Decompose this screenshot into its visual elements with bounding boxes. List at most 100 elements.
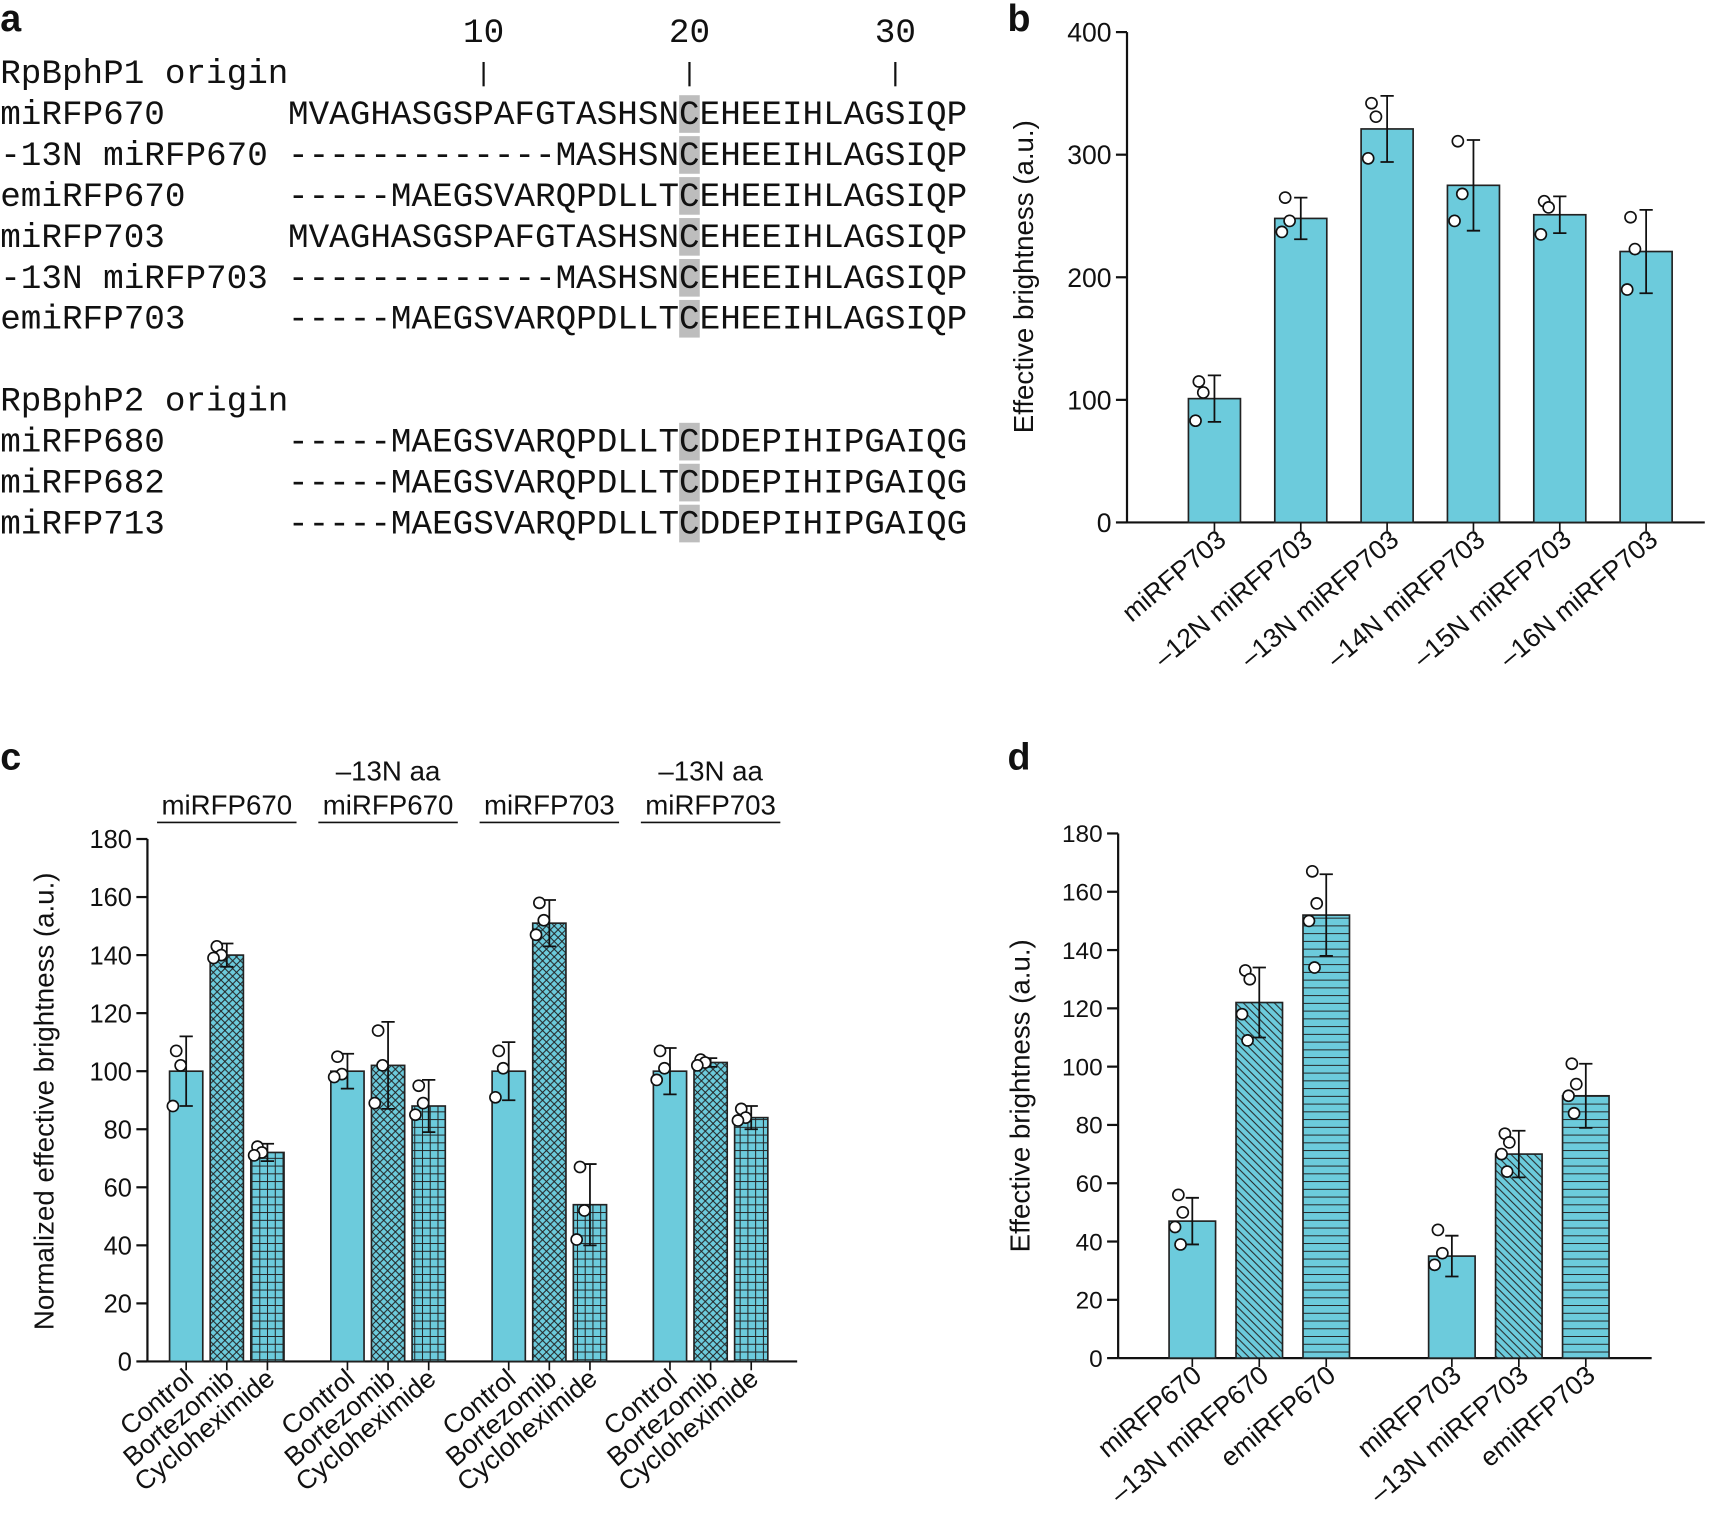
data-point [570, 1233, 584, 1246]
error-bar [1207, 374, 1222, 423]
y-tick-label: 400 [1067, 18, 1111, 48]
group-label: miRFP703 [645, 790, 776, 821]
y-tick-label: 0 [1097, 508, 1112, 538]
row-name: miRFP682 [0, 465, 165, 504]
row-name: miRFP703 [0, 219, 165, 258]
data-point [1369, 110, 1383, 124]
x-tick-label: –16N miRFP703 [1494, 524, 1664, 673]
error-bar [1445, 1234, 1459, 1278]
highlight [679, 463, 700, 502]
group-label: –13N aa [336, 755, 441, 786]
bar [1360, 128, 1414, 524]
data-point [247, 1148, 261, 1162]
bar [168, 1070, 204, 1363]
y-tick-label: 20 [104, 1291, 132, 1319]
group-label: miRFP703 [484, 790, 615, 821]
data-point [1302, 914, 1316, 928]
data-point [174, 1059, 188, 1072]
row-name: miRFP670 [0, 96, 165, 135]
error-bar [179, 1035, 193, 1107]
sequence: MVAGHASGSPAFGTASHSNCEHEEIHLAGSIQP [288, 96, 967, 135]
row-name: emiRFP703 [0, 301, 185, 340]
y-tick-label: 60 [1076, 1171, 1103, 1198]
highlight [679, 422, 700, 461]
sequence: -----MAEGSVARQPDLLTCDDEPIHIPGAIQG [288, 506, 967, 545]
data-point [1361, 151, 1375, 165]
data-point [166, 1099, 180, 1113]
data-point [731, 1114, 745, 1127]
data-point [529, 928, 543, 942]
data-point [1168, 1220, 1182, 1234]
x-tick-label: –14N miRFP703 [1321, 524, 1491, 673]
panel-label: a [0, 0, 22, 39]
panel-label: b [1007, 0, 1030, 39]
bar [1446, 184, 1501, 524]
bar [1561, 1094, 1610, 1359]
data-point [1502, 1136, 1516, 1149]
data-point [1196, 386, 1210, 399]
group-label: miRFP670 [323, 790, 454, 821]
bar [1273, 217, 1328, 524]
group-title: RpBphP2 origin [0, 383, 288, 422]
y-tick-label: 140 [89, 942, 131, 970]
y-tick-label: 0 [1089, 1346, 1103, 1373]
data-point [1451, 134, 1465, 148]
error-bar [1512, 1129, 1526, 1179]
data-point [1431, 1223, 1445, 1237]
row-name: miRFP713 [0, 506, 165, 545]
data-point [496, 1061, 510, 1075]
row-name: miRFP680 [0, 424, 165, 463]
data-point [1235, 1007, 1249, 1021]
panel-label: d [1007, 735, 1030, 777]
data-point [409, 1108, 422, 1122]
error-bar [1553, 195, 1567, 235]
data-point [1365, 96, 1378, 110]
bar [1494, 1153, 1543, 1359]
data-point [1176, 1206, 1190, 1219]
y-tick-label: 40 [104, 1233, 132, 1261]
data-point [1567, 1106, 1581, 1120]
data-point [331, 1050, 344, 1064]
row-name: emiRFP670 [0, 178, 185, 217]
y-tick-label: 60 [104, 1174, 132, 1202]
data-point [1495, 1147, 1508, 1161]
data-point [327, 1070, 341, 1084]
data-point [1243, 972, 1257, 986]
panel-label: c [0, 735, 21, 777]
y-axis-title: Effective brightness (a.u.) [1005, 939, 1036, 1252]
data-point [489, 1090, 502, 1104]
data-point [578, 1204, 591, 1217]
data-point [658, 1061, 671, 1075]
row-name: -13N miRFP670 [0, 137, 268, 176]
data-point [1562, 1089, 1575, 1103]
bar [1235, 1001, 1284, 1359]
bar [693, 1061, 729, 1363]
y-tick-label: 300 [1067, 140, 1111, 170]
y-tick-label: 100 [1062, 1054, 1103, 1081]
y-tick-label: 120 [89, 1000, 131, 1028]
data-point [1310, 897, 1324, 910]
x-tick-label: –12N miRFP703 [1148, 524, 1318, 673]
data-point [690, 1059, 704, 1072]
group-label: miRFP670 [161, 790, 292, 821]
data-point [416, 1096, 430, 1110]
error-bar [1294, 196, 1308, 241]
highlight [679, 136, 700, 174]
data-point [1283, 214, 1296, 228]
x-tick-label: –15N miRFP703 [1407, 524, 1577, 673]
data-point [1192, 375, 1206, 388]
bar [1532, 213, 1587, 524]
data-point [1278, 191, 1292, 204]
data-point [368, 1096, 382, 1110]
error-bar [1319, 873, 1333, 957]
y-axis-title: Normalized effective brightness (a.u.) [28, 873, 59, 1331]
data-point [1534, 227, 1548, 241]
data-point [1448, 214, 1461, 228]
bar [249, 1151, 285, 1363]
data-point [1308, 961, 1321, 974]
data-point [492, 1044, 506, 1058]
data-point [1542, 201, 1555, 214]
y-tick-label: 140 [1062, 938, 1103, 965]
data-point [1435, 1246, 1449, 1260]
ruler-number: 30 [875, 14, 916, 53]
